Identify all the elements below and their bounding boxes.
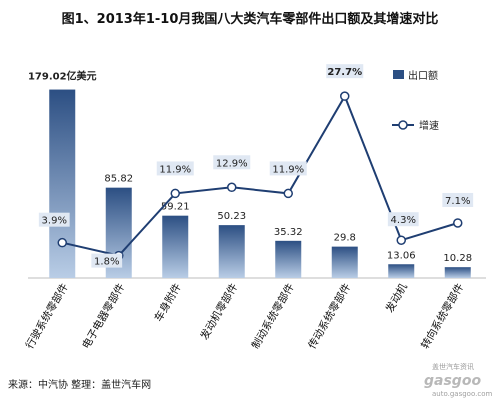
category-label-3: 发动机零部件 [198,281,241,342]
bar-5 [331,246,358,278]
bar-value-label-4: 35.32 [274,227,303,238]
bar-value-label-3: 50.23 [217,211,246,222]
bar-value-label-0: 179.02亿美元 [28,70,97,83]
growth-point-7 [453,218,463,228]
growth-label-3: 12.9% [216,158,248,169]
growth-label-1: 1.8% [94,257,119,268]
bar-value-label-6: 13.06 [387,250,416,261]
legend-bar-label: 出口额 [408,69,438,82]
category-label-5: 传动系统零部件 [305,281,353,351]
growth-point-2 [170,188,180,199]
growth-label-box-3 [213,155,251,170]
growth-label-6: 4.3% [391,215,416,226]
growth-label-box-4 [269,161,307,176]
category-label-4: 制动系统零部件 [249,281,297,351]
legend-line-label: 增速 [419,119,439,132]
bar-value-label-5: 29.8 [334,233,356,244]
bar-6 [388,264,415,278]
growth-label-box-0 [38,212,70,227]
watermark-logo: gasgoo [424,373,481,389]
bar-value-label-7: 10.28 [443,253,472,264]
watermark-url: auto.gasgoo.com [432,390,492,398]
growth-label-2: 11.9% [159,164,191,175]
category-label-7: 转向系统零部件 [418,281,466,351]
category-label-2: 车身附件 [152,281,184,324]
legend-bar-swatch [393,70,404,79]
legend: 出口额 增速 [392,69,439,132]
growth-label-box-1 [91,253,123,268]
watermark: 盖世汽车资讯 gasgoo auto.gasgoo.com [424,362,492,398]
bar-0 [49,89,76,278]
category-label-6: 发动机 [383,281,410,315]
bar-2 [162,215,189,278]
growth-label-box-2 [156,161,194,176]
legend-line-marker [398,120,408,130]
growth-label-box-6 [387,212,419,227]
bar-4 [275,240,302,278]
category-label-0: 行驶系统零部件 [23,281,71,351]
bar-value-label-1: 85.82 [104,174,133,185]
growth-label-4: 11.9% [272,164,304,175]
growth-point-6 [396,235,406,245]
growth-label-7: 7.1% [445,196,470,207]
bar-value-label-2: 59.21 [161,202,190,213]
growth-point-4 [283,188,293,199]
chart-title: 图1、2013年1-10月我国八大类汽车零部件出口额及其增速对比 [62,11,439,27]
growth-point-0 [57,237,67,248]
growth-point-3 [227,182,237,193]
growth-label-box-5 [326,64,364,79]
bar-3 [218,225,245,278]
growth-label-box-7 [442,192,474,207]
growth-label-5: 27.7% [327,67,362,78]
source-note: 来源：中汽协 整理：盖世汽车网 [8,378,151,391]
bar-7 [444,267,471,278]
category-label-1: 电子电器零部件 [79,281,127,351]
growth-label-0: 3.9% [42,216,67,227]
watermark-top: 盖世汽车资讯 [432,362,474,371]
growth-point-5 [340,91,350,101]
